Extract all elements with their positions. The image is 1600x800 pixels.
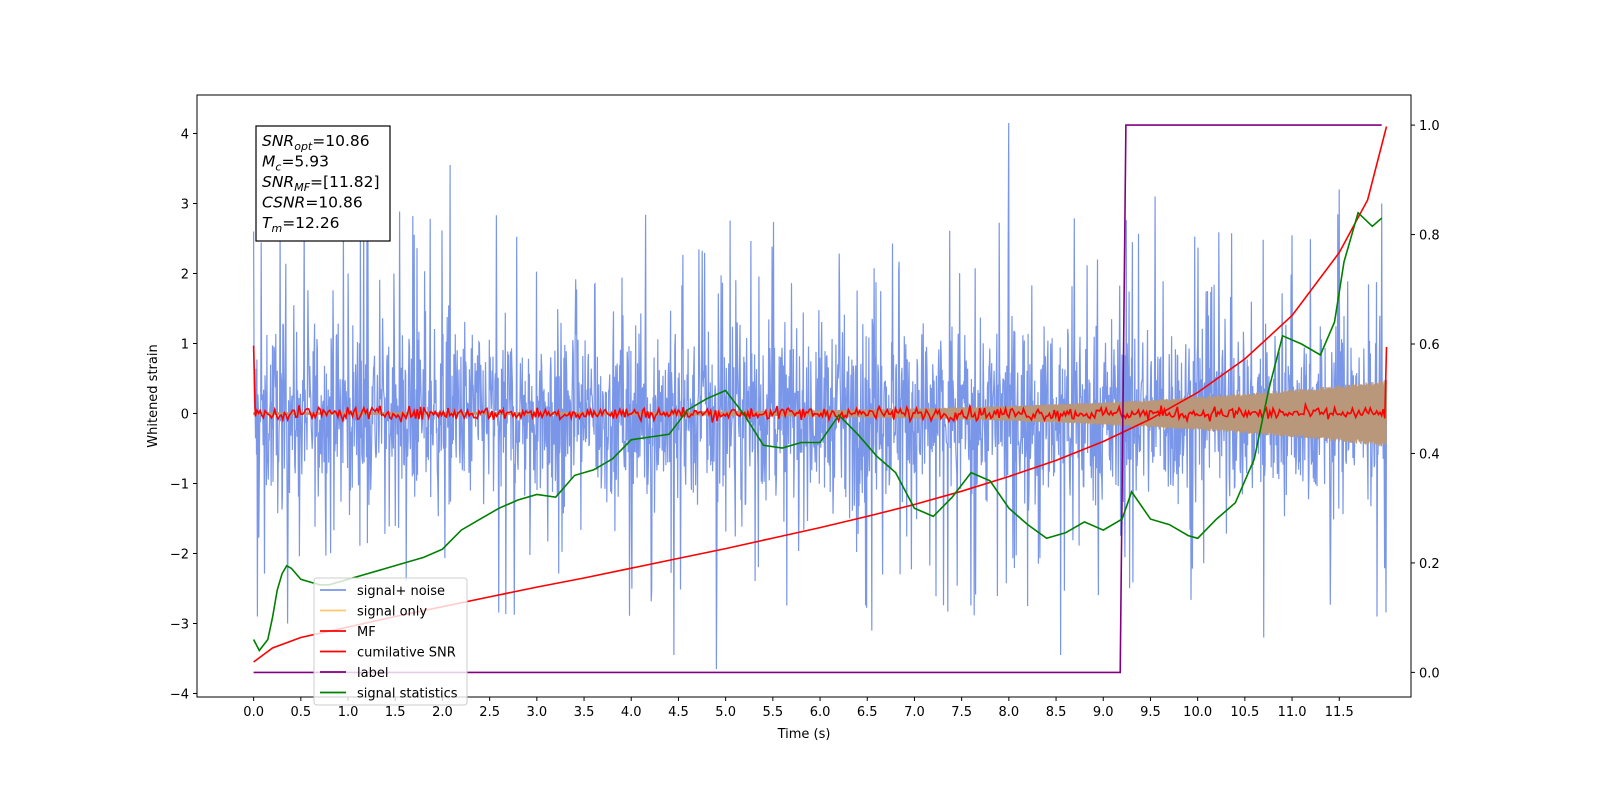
y-left-tick-label: −1: [170, 478, 189, 493]
x-tick-label: 3.0: [527, 705, 548, 720]
annotation-line: SNRopt=10.86: [262, 132, 370, 153]
axes-frame: [196, 94, 1412, 698]
x-tick-label: 11.0: [1278, 705, 1307, 720]
y-left-tick-label: −2: [170, 548, 189, 563]
x-axis: 0.0 0.5 1.0 1.5 2.0 2.5 3.0 3.5 4.0 4.5 5.0 5.5 6.0 6…: [243, 697, 1354, 720]
legend: signal+ noise signal only MF cumilative SNR…: [313, 577, 468, 706]
y-left-tick-label: 2: [181, 268, 189, 283]
x-axis-label: Time (s): [777, 727, 831, 742]
y-left-tick-label: 0: [181, 408, 189, 423]
x-tick-label: 5.5: [763, 705, 784, 720]
legend-label: cumilative SNR: [357, 646, 456, 661]
x-tick-label: 4.0: [621, 705, 642, 720]
x-tick-label: 1.0: [338, 705, 359, 720]
annotation-line: Tm=12.26: [262, 214, 340, 235]
stats-annotation-box: SNRopt=10.86Mc=5.93SNRMF=[11.82]CSNR=10.…: [255, 125, 391, 242]
x-tick-label: 10.5: [1230, 705, 1259, 720]
y-right-tick-label: 0.0: [1419, 666, 1440, 681]
x-tick-label: 6.0: [810, 705, 831, 720]
y-left-tick-label: 1: [181, 338, 189, 353]
x-tick-label: 2.0: [432, 705, 453, 720]
annotation-line: CSNR=10.86: [262, 194, 363, 212]
x-tick-label: 8.0: [999, 705, 1020, 720]
y-left-tick-label: 3: [181, 198, 189, 213]
legend-box: [313, 577, 468, 706]
y-right-tick-label: 0.4: [1419, 447, 1440, 462]
y-left-tick-label: −3: [170, 618, 189, 633]
y-right-tick-label: 1.0: [1419, 119, 1440, 134]
y-axis-label: Whitened strain: [146, 344, 161, 447]
x-tick-label: 10.0: [1183, 705, 1212, 720]
legend-label: signal only: [357, 605, 427, 620]
x-tick-label: 0.5: [290, 705, 311, 720]
x-tick-label: 2.5: [479, 705, 500, 720]
y-axis-left: 4 3 2 1 0 −1 −2 −3 −4: [170, 128, 197, 703]
legend-label: signal statistics: [357, 687, 458, 702]
x-tick-label: 7.0: [904, 705, 925, 720]
x-tick-label: 6.5: [857, 705, 878, 720]
y-right-tick-label: 0.6: [1419, 338, 1440, 353]
x-tick-label: 4.5: [668, 705, 689, 720]
legend-label: signal+ noise: [357, 584, 445, 599]
y-left-tick-label: 4: [181, 128, 189, 143]
legend-label: MF: [357, 625, 376, 640]
series-signal-noise: [253, 122, 1388, 670]
x-tick-label: 3.5: [574, 705, 595, 720]
y-left-tick-label: −4: [170, 688, 189, 703]
x-tick-label: 7.5: [951, 705, 972, 720]
annotation-box: [255, 125, 391, 242]
x-tick-label: 9.5: [1140, 705, 1161, 720]
y-right-tick-label: 0.8: [1419, 229, 1440, 244]
series-label: [253, 124, 1382, 674]
x-tick-label: 1.5: [385, 705, 406, 720]
y-axis-right: 1.0 0.8 0.6 0.4 0.2 0.0: [1411, 119, 1440, 681]
x-tick-label: 8.5: [1046, 705, 1067, 720]
series-mf: [252, 345, 1388, 424]
x-tick-label: 9.0: [1093, 705, 1114, 720]
y-right-tick-label: 0.2: [1419, 557, 1440, 572]
annotation-line: SNRMF=[11.82]: [262, 173, 380, 194]
x-tick-label: 11.5: [1325, 705, 1354, 720]
annotation-line: Mc=5.93: [262, 153, 329, 174]
x-tick-label: 0.0: [243, 705, 264, 720]
x-tick-label: 5.0: [715, 705, 736, 720]
legend-label: label: [357, 666, 388, 681]
